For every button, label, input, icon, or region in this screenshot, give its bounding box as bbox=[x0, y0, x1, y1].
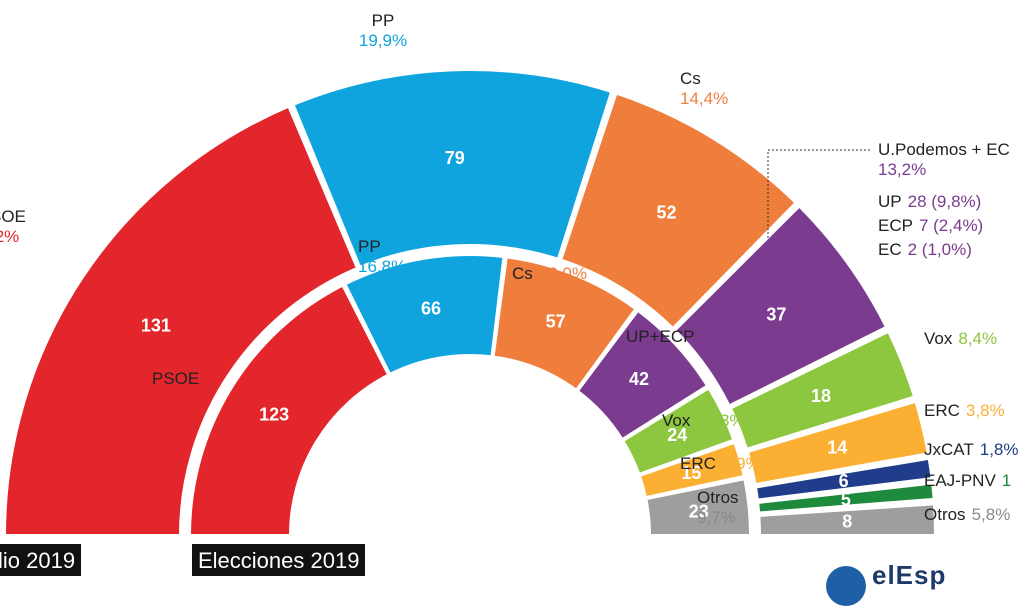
party-percent: 9,7% bbox=[697, 508, 736, 527]
party-label-pp: PP 19,9% bbox=[359, 11, 407, 50]
party-name: EAJ-PNV bbox=[924, 471, 996, 490]
party-label-psoe: PSOE 28,9% bbox=[152, 369, 200, 408]
seat-segment-jxcat bbox=[754, 457, 933, 501]
breakdown-ec: EC 2 (1,0%) bbox=[878, 240, 972, 259]
party-label-pp: PP 16,8% bbox=[358, 237, 406, 276]
party-percent: 16,8% bbox=[358, 257, 406, 276]
seat-count-pp: 66 bbox=[421, 298, 441, 318]
party-percent: 14,4% bbox=[626, 347, 674, 366]
party-label-erc: ERC 3,9% bbox=[680, 454, 761, 473]
breakdown-ecp: ECP 7 (2,4%) bbox=[878, 216, 983, 235]
party-label-otros: Otros 9,7% bbox=[697, 488, 739, 527]
seat-segment-erc bbox=[746, 400, 929, 486]
seat-count-eaj-pnv: 5 bbox=[841, 489, 851, 509]
party-name: PSOE bbox=[152, 369, 199, 388]
party-label-otros: Otros 5,8% bbox=[924, 505, 1010, 524]
seat-segment-vox bbox=[622, 387, 735, 476]
party-name: JxCAT bbox=[924, 440, 974, 459]
seat-segment-soe bbox=[3, 105, 359, 536]
party-percent: 1,8% bbox=[980, 440, 1019, 459]
seat-count-soe: 131 bbox=[141, 316, 171, 336]
seat-segment-otros bbox=[645, 478, 752, 536]
seat-segment-psoe bbox=[188, 284, 390, 536]
party-name: SOE bbox=[0, 207, 26, 226]
party-name: PP bbox=[358, 237, 381, 256]
party-percent: ,2% bbox=[0, 227, 19, 246]
party-name: Otros bbox=[924, 505, 966, 524]
seat-count-psoe: 123 bbox=[259, 404, 289, 424]
seat-segment-pp bbox=[344, 254, 505, 376]
seat-count-erc: 14 bbox=[827, 438, 847, 458]
party-percent: 1 bbox=[1002, 471, 1011, 490]
party-name: Cs bbox=[512, 264, 533, 283]
seat-segment-pp bbox=[292, 69, 613, 268]
seat-count-pp: 79 bbox=[445, 148, 465, 168]
callout-line bbox=[767, 149, 870, 240]
seat-segment-u-podemos-ec bbox=[673, 205, 888, 407]
seat-count-cs: 52 bbox=[657, 203, 677, 223]
party-percent: 10,3% bbox=[696, 411, 744, 430]
seat-segment-eaj-pnv bbox=[757, 482, 935, 514]
party-name: PP bbox=[372, 11, 395, 30]
seat-count-jxcat: 6 bbox=[839, 471, 849, 491]
seat-count-erc: 15 bbox=[681, 463, 701, 483]
party-name: ERC bbox=[924, 401, 960, 420]
outer-ring: 131 79 52 37 18 14 658 bbox=[3, 69, 937, 536]
seat-count-u-podemos-ec: 37 bbox=[766, 304, 786, 324]
parliament-chart: 131 79 52 37 18 14 658 123 66 57 42 24 15 23 SOE,2% P… bbox=[0, 11, 1019, 536]
party-percent: 19,9% bbox=[359, 31, 407, 50]
party-percent: 5,8% bbox=[972, 505, 1011, 524]
seat-segment-cs bbox=[560, 92, 797, 330]
seat-count-vox: 24 bbox=[667, 425, 687, 445]
seat-segment-cs bbox=[492, 256, 637, 392]
party-name: U.Podemos + EC bbox=[878, 140, 1010, 159]
party-name: UP+ECP bbox=[626, 327, 695, 346]
seat-count-otros: 23 bbox=[689, 501, 709, 521]
party-label-vox: Vox 8,4% bbox=[924, 329, 997, 348]
party-percent: 3,9% bbox=[722, 454, 761, 473]
seat-count-otros: 8 bbox=[842, 511, 852, 531]
inner-chart-caption: Elecciones 2019 bbox=[192, 544, 366, 576]
party-name: Vox bbox=[924, 329, 953, 348]
party-label-u-podemos-ec: U.Podemos + EC 13,2% bbox=[878, 140, 1010, 179]
party-percent: 13,2% bbox=[878, 160, 926, 179]
party-percent: 14,4% bbox=[680, 89, 728, 108]
party-label-erc: ERC 3,8% bbox=[924, 401, 1005, 420]
party-label-up-ecp: UP+ECP 14,4% bbox=[626, 327, 695, 366]
party-name: Otros bbox=[697, 488, 739, 507]
party-name: Vox bbox=[662, 411, 691, 430]
party-label-cs: Cs 16,0% bbox=[512, 264, 587, 283]
seat-segment-erc bbox=[638, 441, 745, 499]
party-percent: 8,4% bbox=[958, 329, 997, 348]
outer-chart-caption: lio 2019 bbox=[0, 544, 82, 576]
seat-segment-otros bbox=[758, 503, 937, 536]
inner-ring: 123 66 57 42 24 15 23 bbox=[188, 254, 752, 536]
seat-count-vox: 18 bbox=[811, 386, 831, 406]
seat-count-cs: 57 bbox=[546, 312, 566, 332]
party-percent: 16,0% bbox=[539, 264, 587, 283]
party-label-cs: Cs 14,4% bbox=[680, 69, 728, 108]
seat-segment-vox bbox=[729, 330, 916, 450]
party-percent: 3,8% bbox=[966, 401, 1005, 420]
seat-count-up-ecp: 42 bbox=[629, 369, 649, 389]
party-name: ERC bbox=[680, 454, 716, 473]
party-label-jxcat: JxCAT 1,8% bbox=[924, 440, 1019, 459]
party-percent: 28,9% bbox=[152, 389, 200, 408]
party-label-soe: SOE,2% bbox=[0, 207, 26, 246]
logo-icon bbox=[826, 566, 866, 606]
seat-segment-up-ecp bbox=[576, 309, 709, 441]
party-label-vox: Vox 10,3% bbox=[662, 411, 745, 430]
party-name: Cs bbox=[680, 69, 701, 88]
party-label-eaj-pnv: EAJ-PNV 1 bbox=[924, 471, 1011, 490]
breakdown-up: UP 28 (9,8%) bbox=[878, 192, 981, 211]
